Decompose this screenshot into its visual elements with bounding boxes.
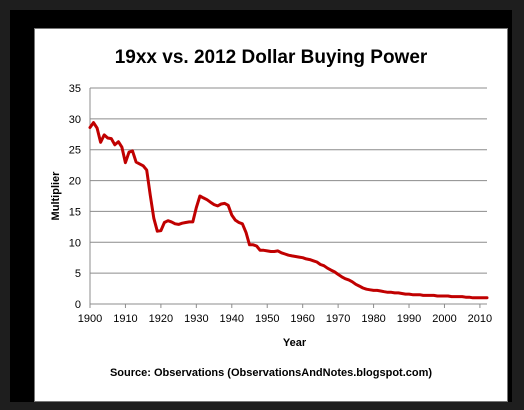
- chart-card: 19xx vs. 2012 Dollar Buying Power 0 5 10 15…: [34, 28, 508, 402]
- x-tick-label: 1910: [113, 313, 137, 325]
- y-tick-label: 15: [69, 206, 81, 218]
- y-tick-label: 30: [69, 114, 81, 126]
- chart-title: 19xx vs. 2012 Dollar Buying Power: [114, 47, 428, 68]
- x-tick-label: 1940: [220, 313, 244, 325]
- line-chart: 0 5 10 15 20 25 30 35 1900 1910 1920 1930 1940 1950 19…: [50, 83, 492, 349]
- y-tick-label: 10: [69, 237, 81, 249]
- x-tick-label: 1920: [149, 313, 173, 325]
- x-axis-title: Year: [283, 337, 307, 349]
- y-tick-label: 5: [75, 268, 81, 280]
- y-tick-label: 20: [69, 176, 81, 188]
- y-tick-label: 0: [75, 299, 81, 311]
- x-tick-label: 1960: [290, 313, 314, 325]
- outer-frame: 19xx vs. 2012 Dollar Buying Power 0 5 10 15…: [10, 10, 512, 402]
- y-axis-title: Multiplier: [50, 171, 62, 221]
- y-tick-label: 35: [69, 83, 81, 95]
- x-tick-label: 1950: [255, 313, 279, 325]
- x-tick-label: 1970: [326, 313, 350, 325]
- x-tick-label: 1990: [397, 313, 421, 325]
- x-tick-label: 1930: [184, 313, 208, 325]
- y-tick-label: 25: [69, 145, 81, 157]
- series-line: [88, 121, 489, 300]
- x-tick-label: 2000: [432, 313, 456, 325]
- x-tick-label: 1900: [78, 313, 102, 325]
- x-tick-label: 1980: [361, 313, 385, 325]
- source-note: Source: Observations (ObservationsAndNot…: [109, 367, 433, 379]
- x-tick-label: 2010: [468, 313, 492, 325]
